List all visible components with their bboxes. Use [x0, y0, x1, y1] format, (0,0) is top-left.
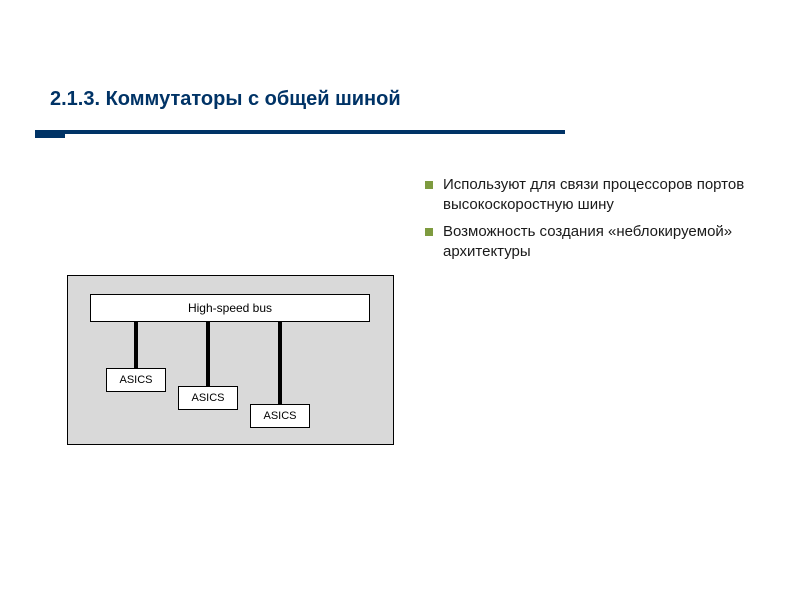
- asic-box: ASICS: [178, 386, 238, 410]
- bullet-text: Используют для связи процессоров портов …: [443, 175, 765, 216]
- list-item: Возможность создания «неблокируемой» арх…: [425, 222, 765, 263]
- underline-thick: [35, 130, 65, 138]
- list-item: Используют для связи процессоров портов …: [425, 175, 765, 216]
- architecture-diagram: High-speed bus ASICS ASICS ASICS: [67, 275, 394, 445]
- square-bullet-icon: [425, 228, 433, 236]
- bus-connector: [206, 322, 210, 386]
- bullet-text: Возможность создания «неблокируемой» арх…: [443, 222, 765, 263]
- bus-connector: [278, 322, 282, 404]
- bullet-list: Используют для связи процессоров портов …: [425, 175, 765, 268]
- bus-connector: [134, 322, 138, 368]
- title-underline: [35, 130, 565, 140]
- square-bullet-icon: [425, 181, 433, 189]
- page-title: 2.1.3. Коммутаторы с общей шиной: [50, 88, 401, 111]
- asic-box: ASICS: [250, 404, 310, 428]
- bus-box: High-speed bus: [90, 294, 370, 322]
- underline-thin: [50, 130, 565, 134]
- slide: 2.1.3. Коммутаторы с общей шиной Использ…: [0, 0, 800, 600]
- asic-box: ASICS: [106, 368, 166, 392]
